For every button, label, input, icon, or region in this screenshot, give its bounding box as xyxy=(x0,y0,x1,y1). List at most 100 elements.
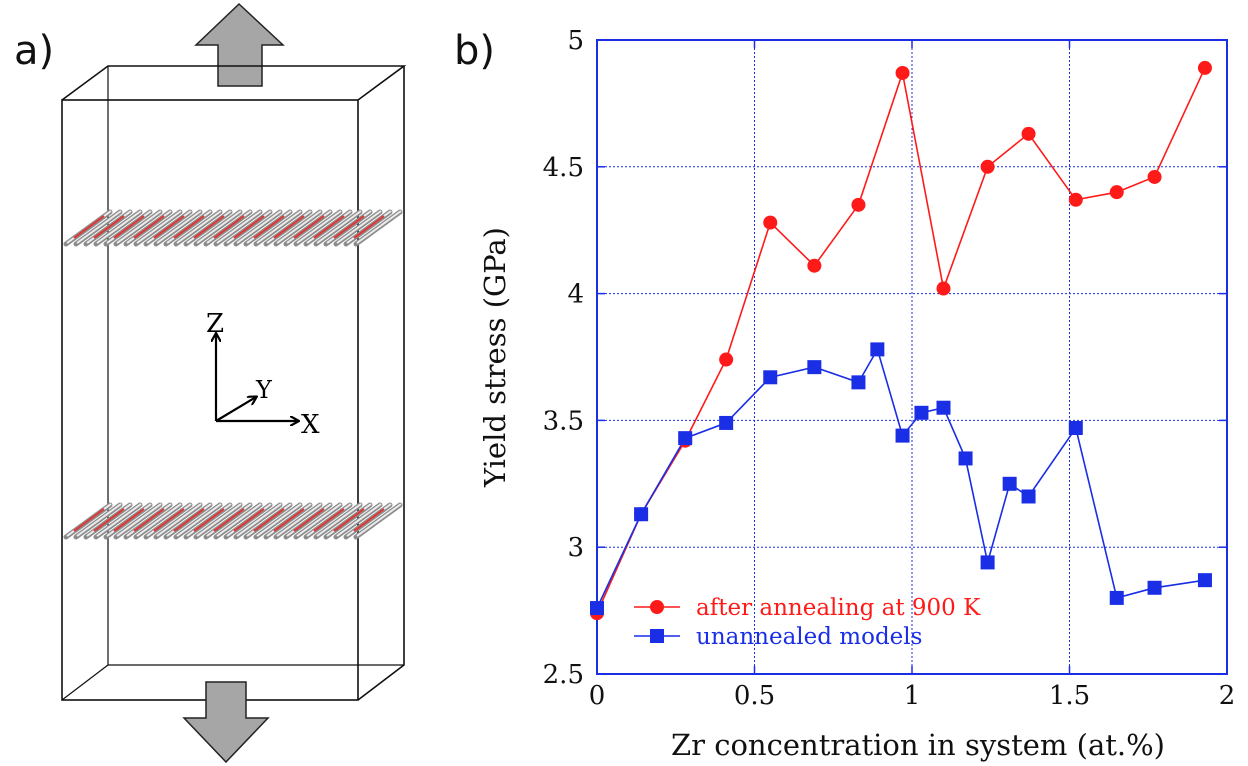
y-tick-label: 4 xyxy=(567,280,584,310)
atom-row-highlight xyxy=(196,503,242,537)
atom-row-highlight xyxy=(336,210,382,244)
data-point-unannealed xyxy=(958,451,973,466)
coordinate-axes xyxy=(216,334,298,421)
zr-atom-row xyxy=(293,508,325,532)
data-point-unannealed xyxy=(678,431,693,446)
y-tick-label: 5 xyxy=(567,26,584,56)
atom-row-highlight xyxy=(136,503,182,537)
zr-atom-row xyxy=(173,215,205,239)
atom-row-highlight xyxy=(216,503,262,537)
atom-row-highlight xyxy=(256,503,302,537)
legend-label-annealed: after annealing at 900 K xyxy=(696,595,981,621)
zr-atom-row xyxy=(213,215,245,239)
data-point-unannealed xyxy=(719,415,734,430)
data-point-unannealed xyxy=(870,342,885,357)
atom-row-highlight xyxy=(196,210,242,244)
data-point-annealed xyxy=(895,65,910,80)
data-point-unannealed xyxy=(914,405,929,420)
data-point-unannealed xyxy=(895,428,910,443)
data-point-annealed xyxy=(1021,126,1036,141)
data-point-annealed xyxy=(1068,192,1083,207)
atom-row-highlight xyxy=(156,503,202,537)
data-point-unannealed xyxy=(1197,573,1212,588)
zr-atom-row xyxy=(273,508,305,532)
zr-atom-row xyxy=(93,508,125,532)
x-tick-label: 1.5 xyxy=(1049,681,1090,711)
box-wireframe xyxy=(61,65,407,701)
atomic-layer-upper xyxy=(63,209,403,247)
zr-atom-row xyxy=(333,215,365,239)
data-point-unannealed xyxy=(763,370,778,385)
zr-atom-row xyxy=(313,508,345,532)
atom-row-highlight xyxy=(356,503,402,537)
atom-row-highlight xyxy=(216,210,262,244)
atom-row-highlight xyxy=(76,210,122,244)
legend-marker-unannealed xyxy=(650,629,664,643)
data-point-annealed xyxy=(936,281,951,296)
atom-row-highlight xyxy=(96,503,142,537)
zr-atom-row xyxy=(133,508,165,532)
x-tick-label: 0 xyxy=(589,681,606,711)
data-point-annealed xyxy=(807,258,822,273)
atom-row-highlight xyxy=(76,503,122,537)
atom-row-highlight xyxy=(256,210,302,244)
atom-row-highlight xyxy=(316,210,362,244)
series-line-annealed xyxy=(596,67,1206,614)
data-point-annealed xyxy=(1109,185,1124,200)
zr-atom-row xyxy=(353,215,385,239)
zr-atom-row xyxy=(233,508,265,532)
zr-atom-row xyxy=(213,508,245,532)
panel-a-label: a) xyxy=(14,28,55,74)
zr-atom-row xyxy=(253,215,285,239)
atom-row-highlight xyxy=(296,210,342,244)
y-tick-label: 3.5 xyxy=(543,406,584,436)
data-point-unannealed xyxy=(1002,476,1017,491)
zr-atom-row xyxy=(113,215,145,239)
data-point-unannealed xyxy=(1021,489,1036,504)
atom-row-highlight xyxy=(296,503,342,537)
data-point-unannealed xyxy=(1147,580,1162,595)
y-axis-title: Yield stress (GPa) xyxy=(478,227,512,488)
chart-grid xyxy=(597,40,1227,674)
zr-atom-row xyxy=(193,508,225,532)
atom-row-highlight xyxy=(356,210,402,244)
atom-row-highlight xyxy=(116,210,162,244)
atom-row-highlight xyxy=(156,210,202,244)
zr-atom-row xyxy=(173,508,205,532)
zr-atom-row xyxy=(313,215,345,239)
y-tick-label: 4.5 xyxy=(543,153,584,183)
zr-atom-row xyxy=(193,215,225,239)
zr-atom-row xyxy=(93,215,125,239)
zr-atom-row xyxy=(133,215,165,239)
zr-atom-row xyxy=(293,215,325,239)
atomic-layer-lower xyxy=(63,502,403,540)
zr-atom-row xyxy=(153,508,185,532)
legend-marker-annealed xyxy=(650,600,664,614)
data-point-unannealed xyxy=(590,601,604,616)
tension-arrow-down-icon xyxy=(182,681,270,764)
series-line-unannealed xyxy=(596,347,1206,609)
y-tick-label: 3 xyxy=(567,533,584,563)
atom-row-highlight xyxy=(96,210,142,244)
y-tick-label: 2.5 xyxy=(543,660,584,690)
zr-atom-row xyxy=(73,215,105,239)
atom-row-highlight xyxy=(176,503,222,537)
data-series xyxy=(590,60,1212,621)
x-axis-title: Zr concentration in system (at.%) xyxy=(671,728,1165,762)
zr-atom-row xyxy=(113,508,145,532)
zr-atom-row xyxy=(153,215,185,239)
legend-label-unannealed: unannealed models xyxy=(696,624,922,650)
x-tick-label: 0.5 xyxy=(734,681,775,711)
data-point-annealed xyxy=(1147,169,1162,184)
zr-atom-row xyxy=(233,215,265,239)
data-point-annealed xyxy=(851,197,866,212)
data-point-unannealed xyxy=(851,375,866,390)
atom-row-highlight xyxy=(316,503,362,537)
atom-row-highlight xyxy=(336,503,382,537)
zr-atom-row xyxy=(333,508,365,532)
x-axis-label: X xyxy=(301,410,320,440)
atom-row-highlight xyxy=(276,210,322,244)
x-tick-label: 2 xyxy=(1219,681,1236,711)
zr-atom-row xyxy=(353,508,385,532)
